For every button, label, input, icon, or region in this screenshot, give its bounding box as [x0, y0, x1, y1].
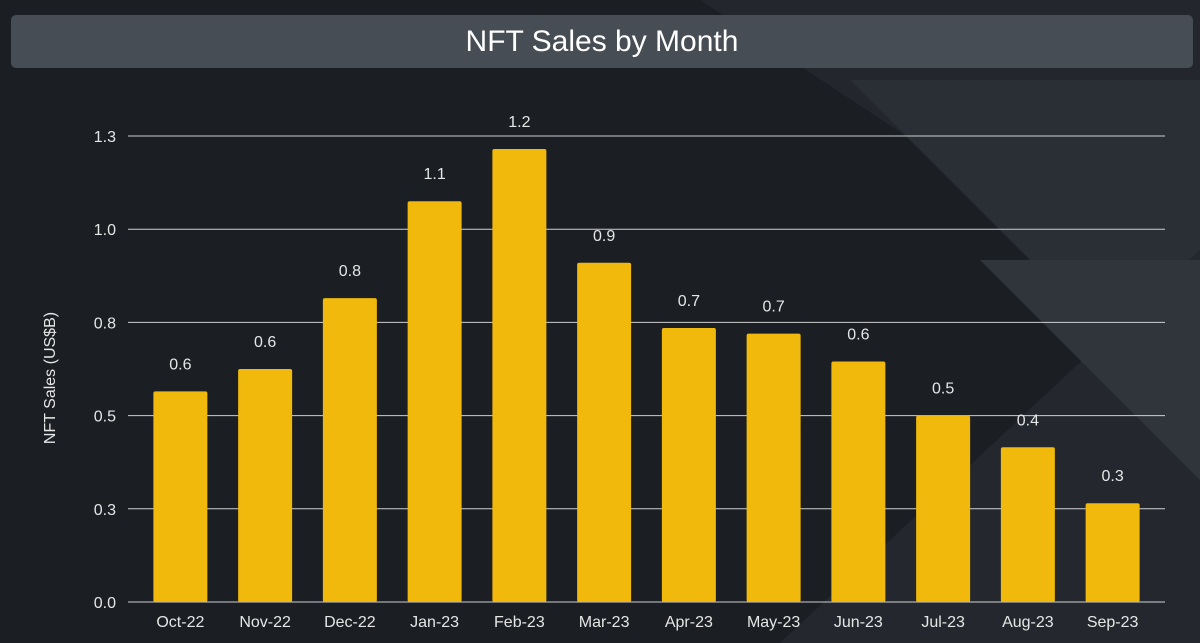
data-label: 0.6 — [847, 327, 869, 344]
x-tick-label: Apr-23 — [665, 614, 713, 631]
y-tick-label: 1.0 — [94, 222, 116, 239]
bar — [577, 262, 632, 602]
x-tick-label: Aug-23 — [1002, 614, 1054, 631]
bar — [1000, 447, 1055, 602]
y-tick-label: 0.3 — [94, 502, 116, 519]
bar — [661, 327, 716, 602]
data-label: 0.7 — [763, 299, 785, 316]
bar — [238, 369, 293, 602]
bar — [831, 361, 886, 602]
data-label: 0.4 — [1017, 412, 1039, 429]
bars — [153, 149, 1140, 603]
bar — [322, 298, 377, 602]
y-axis-title: NFT Sales (US$B) — [42, 312, 59, 444]
x-tick-label: Mar-23 — [579, 614, 630, 631]
data-label: 0.7 — [678, 293, 700, 310]
data-label: 0.9 — [593, 228, 615, 245]
x-tick-label: Dec-22 — [324, 614, 376, 631]
data-label: 1.1 — [424, 166, 446, 183]
x-tick-label: Nov-22 — [239, 614, 291, 631]
data-labels: 0.6 0.6 0.8 1.1 1.2 0.9 0.7 0.7 0.6 0.5 0.4 0.3 — [169, 114, 1124, 485]
x-tick-label: Jul-23 — [921, 614, 965, 631]
data-label: 0.3 — [1102, 468, 1124, 485]
y-tick-label: 0.8 — [94, 315, 116, 332]
bar — [1085, 503, 1140, 602]
x-tick-label: May-23 — [747, 614, 800, 631]
data-label: 0.5 — [932, 381, 954, 398]
bar — [492, 149, 547, 602]
data-label: 0.8 — [339, 263, 361, 280]
x-tick-label: Feb-23 — [494, 614, 545, 631]
data-label: 1.2 — [508, 114, 530, 131]
bar — [153, 391, 208, 602]
bar — [916, 415, 971, 602]
y-tick-label: 0.5 — [94, 409, 116, 426]
x-tick-label: Oct-22 — [156, 614, 204, 631]
chart-title: NFT Sales by Month — [11, 15, 1193, 68]
x-axis-ticks: Oct-22 Nov-22 Dec-22 Jan-23 Feb-23 Mar-23 Apr-… — [156, 614, 1138, 631]
bar — [746, 333, 801, 602]
x-tick-label: Jun-23 — [834, 614, 883, 631]
bar — [407, 201, 462, 603]
x-tick-label: Jan-23 — [410, 614, 459, 631]
gridlines — [128, 135, 1165, 603]
y-axis-ticks: 0.0 0.3 0.5 0.8 1.0 1.3 — [94, 129, 116, 612]
y-tick-label: 1.3 — [94, 129, 116, 146]
data-label: 0.6 — [254, 334, 276, 351]
data-label: 0.6 — [169, 356, 191, 373]
x-tick-label: Sep-23 — [1087, 614, 1139, 631]
y-tick-label: 0.0 — [94, 595, 116, 612]
